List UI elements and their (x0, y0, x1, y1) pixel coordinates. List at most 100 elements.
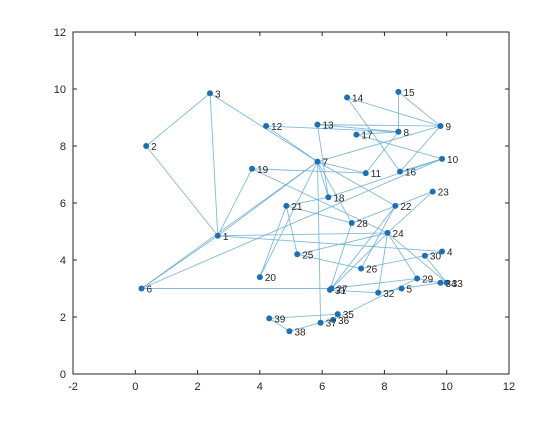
edge-2-3 (145, 92, 211, 147)
node-25-label: 25 (302, 250, 314, 261)
edge-32-31 (329, 289, 379, 294)
y-tick-label: 2 (60, 312, 66, 324)
node-12-marker (263, 123, 270, 130)
node-6-label: 6 (147, 285, 153, 296)
node-27-label: 27 (336, 285, 348, 296)
node-11-label: 11 (371, 169, 382, 180)
node-13-marker (314, 121, 321, 128)
node-35-label: 35 (343, 310, 355, 321)
node-21-marker (283, 202, 290, 209)
node-39-marker (266, 315, 273, 322)
x-tick-label: 12 (503, 381, 515, 393)
edge-24-25 (297, 232, 388, 255)
y-tick-label: 4 (60, 255, 66, 267)
node-38-marker (286, 328, 293, 335)
node-14-marker (344, 94, 351, 101)
node-19-marker (249, 165, 256, 172)
node-2-label: 2 (151, 142, 157, 153)
node-16-marker (397, 168, 403, 175)
edge-25-26 (297, 253, 362, 269)
x-tick-label: 6 (319, 381, 325, 393)
edge-1-4 (217, 235, 443, 252)
edge-9-16 (399, 125, 441, 172)
edge-7-12 (265, 125, 318, 163)
edge-6-10 (141, 158, 443, 289)
node-7-label: 7 (322, 158, 328, 169)
y-tick-label: 12 (54, 27, 66, 39)
edge-5-32 (378, 288, 402, 294)
node-9-label: 9 (445, 122, 451, 133)
x-tick-label: 0 (132, 381, 138, 393)
node-38-label: 38 (294, 327, 306, 338)
node-31-label: 31 (335, 286, 347, 297)
edge-9-15 (398, 91, 441, 127)
x-tick-label: 8 (381, 381, 387, 393)
edge-30-33 (424, 255, 448, 284)
edges-layer (141, 91, 448, 332)
node-24-label: 24 (393, 229, 405, 240)
node-16-label: 16 (405, 168, 417, 179)
node-32-label: 32 (383, 289, 395, 300)
node-17-marker (353, 131, 360, 138)
node-32-marker (375, 289, 382, 296)
edge-14-16 (346, 97, 401, 172)
node-28-label: 28 (357, 219, 369, 230)
edge-35-39 (269, 313, 338, 319)
edge-9-14 (346, 97, 441, 127)
edge-8-17 (356, 131, 399, 136)
edge-7-18 (317, 161, 329, 198)
node-19-label: 19 (257, 165, 269, 176)
edge-8-13 (317, 124, 399, 133)
x-tick-label: 2 (195, 381, 201, 393)
edge-13-18 (317, 124, 329, 198)
edge-22-26 (360, 205, 396, 269)
node-34-label: 34 (445, 279, 457, 290)
edge-21-20 (259, 205, 287, 278)
node-3-label: 3 (215, 89, 221, 100)
edge-23-28 (351, 191, 433, 224)
edge-23-24 (387, 191, 434, 234)
edge-7-22 (317, 161, 396, 207)
node-30-label: 30 (430, 252, 442, 263)
node-25-marker (294, 251, 301, 258)
edge-29-36 (332, 278, 418, 321)
node-18-label: 18 (333, 193, 345, 204)
node-15-marker (395, 88, 402, 95)
node-13-label: 13 (322, 121, 334, 132)
edge-24-27 (331, 232, 388, 289)
node-8-label: 8 (403, 128, 409, 139)
node-11-marker (362, 170, 369, 177)
node-30-marker (421, 252, 428, 259)
edge-7-9 (317, 125, 441, 163)
edge-20-7 (259, 161, 318, 278)
x-tick-label: 4 (257, 381, 263, 393)
node-20-label: 20 (265, 273, 277, 284)
edge-21-25 (285, 205, 298, 255)
edge-19-24 (251, 168, 388, 234)
y-tick-label: 10 (54, 84, 66, 96)
x-tick-label: -2 (68, 381, 78, 393)
node-37-marker (317, 319, 324, 326)
node-18-marker (325, 194, 332, 201)
node-22-label: 22 (400, 202, 412, 213)
node-1-marker (214, 232, 221, 239)
node-1-label: 1 (223, 232, 229, 243)
edge-11-19 (252, 168, 366, 174)
node-14-label: 14 (352, 94, 364, 105)
edge-27-29 (331, 278, 418, 289)
node-5-label: 5 (407, 285, 413, 296)
edge-10-17 (356, 134, 443, 160)
x-tick-label: 10 (441, 381, 453, 393)
node-23-marker (429, 188, 436, 195)
node-26-marker (358, 265, 365, 272)
node-23-label: 23 (438, 188, 450, 199)
node-12-label: 12 (271, 122, 283, 133)
node-36-marker (330, 316, 337, 323)
node-10-label: 10 (447, 155, 459, 166)
edge-10-18 (328, 158, 443, 198)
edge-5-34 (401, 282, 441, 289)
